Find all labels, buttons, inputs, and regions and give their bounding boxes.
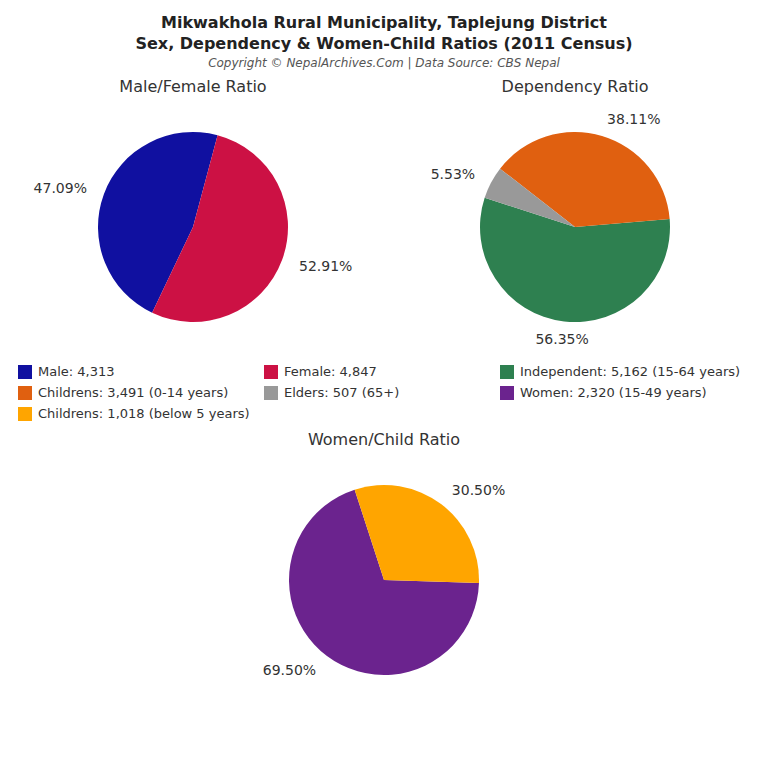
svg-text:56.35%: 56.35% bbox=[535, 331, 588, 347]
html-text:Elders: 507 (65+): Elders: 507 (65+) bbox=[284, 385, 400, 400]
svg-text:38.11%: 38.11% bbox=[607, 111, 660, 127]
svg-text:69.50%: 69.50% bbox=[263, 662, 316, 678]
html-text:Women/Child Ratio: Women/Child Ratio bbox=[307, 430, 461, 449]
html-text:Independent: 5,162 (15-64 year: Independent: 5,162 (15-64 years) bbox=[520, 364, 741, 379]
html-text:Copyright © NepalArchives.Com: Copyright © NepalArchives.Com | Data Sou… bbox=[208, 56, 560, 70]
svg-text:5.53%: 5.53% bbox=[431, 166, 475, 182]
html-text:Women: 2,320 (15-49 years): Women: 2,320 (15-49 years) bbox=[520, 385, 707, 400]
svg-text:52.91%: 52.91% bbox=[299, 258, 352, 274]
html-text:Childrens: 1,018 (below 5 year: Childrens: 1,018 (below 5 years) bbox=[38, 406, 250, 421]
html-text:Male/Female Ratio: Male/Female Ratio bbox=[119, 77, 267, 96]
html-text:Male: 4,313: Male: 4,313 bbox=[38, 364, 115, 379]
svg-text:30.50%: 30.50% bbox=[452, 482, 505, 498]
html-text:Dependency Ratio: Dependency Ratio bbox=[501, 77, 649, 96]
html-text:Female: 4,847: Female: 4,847 bbox=[284, 364, 377, 379]
html-text:Sex, Dependency & Women-Child: Sex, Dependency & Women-Child Ratios (20… bbox=[135, 34, 633, 53]
html-text:Mikwakhola Rural Municipality,: Mikwakhola Rural Municipality, Taplejung… bbox=[161, 13, 607, 32]
html-text:Childrens: 3,491 (0-14 years): Childrens: 3,491 (0-14 years) bbox=[38, 385, 229, 400]
svg-text:47.09%: 47.09% bbox=[34, 180, 87, 196]
